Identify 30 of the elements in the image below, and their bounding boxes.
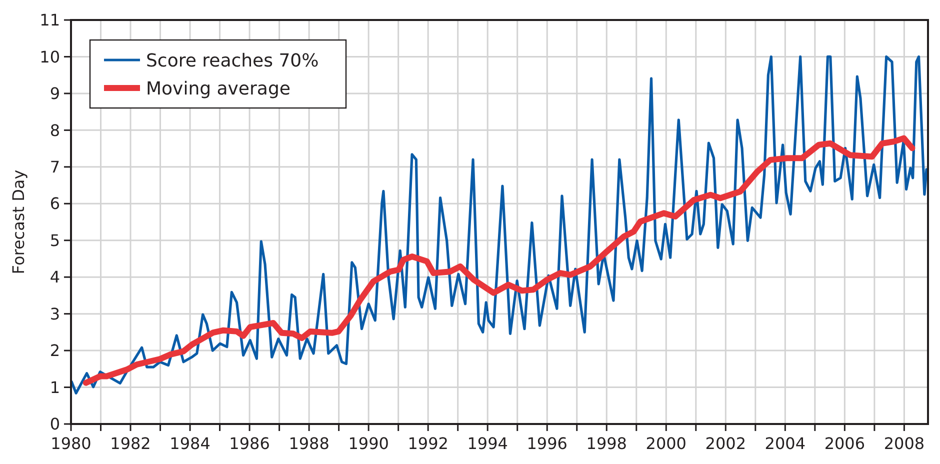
- x-tick-label: 1980: [50, 434, 92, 453]
- y-tick-label: 1: [50, 378, 60, 397]
- y-tick-label: 10: [40, 47, 60, 66]
- y-tick-label: 9: [50, 84, 60, 104]
- x-tick-label: 2006: [824, 434, 866, 453]
- x-tick-label: 2002: [705, 434, 746, 453]
- x-tick-label: 1990: [348, 434, 389, 453]
- x-tick-label: 1982: [110, 434, 151, 453]
- legend-label: Moving average: [146, 78, 290, 100]
- y-tick-label: 7: [50, 158, 60, 177]
- x-tick-label: 1994: [467, 434, 508, 453]
- y-tick-label: 4: [50, 268, 60, 287]
- y-tick-label: 6: [50, 194, 60, 214]
- x-tick-label: 1984: [170, 434, 210, 453]
- y-tick-label: 2: [50, 341, 60, 360]
- x-tick-label: 1986: [229, 434, 270, 453]
- x-tick-label: 2000: [646, 434, 686, 453]
- y-tick-label: 8: [50, 120, 60, 140]
- x-tick-label: 1998: [586, 434, 627, 453]
- x-tick-label: 2008: [884, 434, 925, 453]
- y-axis-title: Forecast Day: [9, 170, 28, 274]
- y-tick-label: 3: [50, 304, 60, 324]
- x-tick-label: 1996: [526, 434, 568, 453]
- x-tick-label: 1992: [408, 434, 448, 453]
- x-tick-label: 2004: [764, 434, 806, 453]
- legend-label: Score reaches 70%: [146, 50, 319, 72]
- y-tick-label: 11: [40, 10, 60, 30]
- x-tick-label: 1988: [288, 434, 330, 453]
- y-tick-label: 0: [50, 414, 60, 434]
- y-tick-label: 5: [50, 230, 60, 250]
